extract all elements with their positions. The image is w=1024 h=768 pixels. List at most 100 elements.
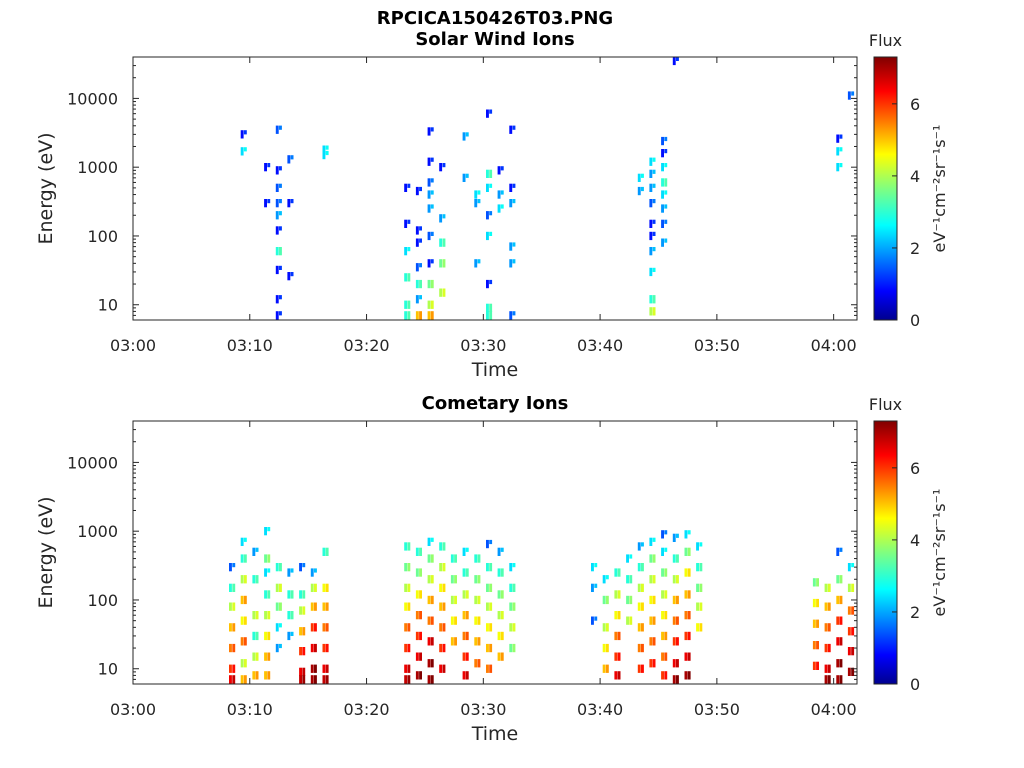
heatmap-cell bbox=[267, 199, 271, 204]
heatmap-cell bbox=[279, 183, 282, 188]
heatmap-cell bbox=[649, 554, 653, 563]
heatmap-cell bbox=[626, 595, 629, 605]
heatmap-cell bbox=[836, 659, 840, 668]
heatmap-cell bbox=[439, 214, 443, 223]
heatmap-cell bbox=[430, 300, 434, 309]
heatmap-cell bbox=[240, 130, 244, 139]
heatmap-cell bbox=[264, 611, 267, 620]
heatmap-cell bbox=[652, 659, 656, 668]
heatmap-cell bbox=[847, 667, 851, 676]
heatmap-cell bbox=[310, 643, 314, 653]
heatmap-cell bbox=[652, 637, 656, 646]
heatmap-cell bbox=[477, 259, 481, 264]
x-tick-label: 03:30 bbox=[460, 336, 506, 355]
x-tick-label: 03:40 bbox=[577, 336, 623, 355]
x-tick-label: 03:50 bbox=[694, 700, 740, 719]
heatmap-cell bbox=[836, 134, 840, 143]
heatmap-cell bbox=[322, 145, 326, 154]
heatmap-cell bbox=[687, 652, 691, 661]
heatmap-cell bbox=[605, 595, 609, 605]
heatmap-cell bbox=[290, 199, 294, 204]
heatmap-cell bbox=[267, 554, 271, 563]
heatmap-cell bbox=[407, 183, 411, 188]
heatmap-cell bbox=[275, 166, 279, 175]
x-axis-label: Time bbox=[471, 723, 519, 745]
heatmap-cell bbox=[509, 125, 513, 134]
heatmap-cell bbox=[591, 563, 594, 572]
heatmap-cell bbox=[684, 611, 688, 620]
heatmap-cell bbox=[232, 664, 236, 673]
heatmap-cell bbox=[407, 542, 411, 551]
heatmap-cell bbox=[605, 623, 609, 632]
heatmap-cell bbox=[462, 547, 466, 556]
heatmap-cell bbox=[836, 675, 840, 684]
heatmap-cell bbox=[827, 623, 831, 632]
heatmap-cell bbox=[672, 575, 676, 584]
x-tick-label: 03:20 bbox=[343, 336, 389, 355]
heatmap-cell bbox=[462, 132, 466, 141]
heatmap-cell bbox=[427, 575, 431, 584]
colorbar-tick-label: 4 bbox=[910, 531, 920, 550]
heatmap-cell bbox=[474, 595, 478, 605]
heatmap-cell bbox=[232, 563, 236, 568]
heatmap-cell bbox=[430, 279, 434, 289]
heatmap-cell bbox=[672, 659, 676, 668]
heatmap-cell bbox=[407, 664, 411, 673]
heatmap-cell bbox=[454, 595, 457, 605]
heatmap-cell bbox=[652, 537, 656, 542]
heatmap-cell bbox=[672, 675, 676, 684]
heatmap-cell bbox=[322, 643, 326, 653]
heatmap-cell bbox=[489, 109, 493, 114]
heatmap-cell bbox=[299, 647, 302, 656]
heatmap-cell bbox=[302, 675, 306, 684]
heatmap-cell bbox=[661, 163, 664, 172]
heatmap-cell bbox=[851, 563, 855, 568]
heatmap-cell bbox=[252, 671, 256, 680]
heatmap-cell bbox=[314, 643, 317, 653]
heatmap-cell bbox=[664, 671, 668, 680]
heatmap-cell bbox=[839, 134, 843, 139]
heatmap-cell bbox=[404, 300, 408, 309]
heatmap-cell bbox=[404, 247, 408, 256]
heatmap-cell bbox=[427, 554, 431, 563]
heatmap-cell bbox=[687, 568, 691, 577]
heatmap-cell bbox=[602, 643, 606, 653]
heatmap-cell bbox=[322, 664, 326, 673]
heatmap-cell bbox=[839, 637, 843, 646]
heatmap-cell bbox=[509, 311, 513, 320]
heatmap-cell bbox=[637, 542, 641, 551]
y-axis-label: Energy (eV) bbox=[35, 496, 57, 608]
heatmap-cell bbox=[439, 602, 443, 611]
heatmap-cell bbox=[462, 652, 466, 661]
heatmap-cell bbox=[816, 578, 819, 587]
heatmap-cell bbox=[652, 616, 656, 625]
heatmap-cell bbox=[477, 637, 481, 646]
heatmap-cell bbox=[407, 675, 411, 684]
heatmap-cell bbox=[229, 583, 232, 592]
heatmap-cell bbox=[325, 547, 329, 556]
x-tick-label: 03:40 bbox=[577, 700, 623, 719]
heatmap-cell bbox=[489, 211, 493, 216]
heatmap-cell bbox=[240, 147, 244, 156]
heatmap-cell bbox=[275, 211, 279, 220]
heatmap-cell bbox=[641, 583, 644, 592]
heatmap-cell bbox=[465, 132, 469, 137]
heatmap-cell bbox=[442, 238, 446, 247]
heatmap-cell bbox=[641, 623, 644, 632]
heatmap-cell bbox=[827, 602, 831, 611]
heatmap-cell bbox=[699, 563, 703, 572]
heatmap-cell bbox=[299, 675, 302, 684]
heatmap-cell bbox=[486, 602, 489, 611]
heatmap-cell bbox=[454, 554, 457, 563]
heatmap-cell bbox=[664, 238, 668, 243]
heatmap-cell bbox=[661, 219, 664, 228]
heatmap-cell bbox=[442, 259, 446, 268]
heatmap-cell bbox=[404, 643, 408, 653]
heatmap-cell bbox=[302, 647, 306, 656]
heatmap-cell bbox=[427, 637, 431, 646]
heatmap-cell bbox=[279, 226, 282, 231]
heatmap-cell bbox=[419, 311, 422, 320]
heatmap-cell bbox=[816, 641, 819, 650]
y-tick-label: 100 bbox=[87, 227, 118, 246]
heatmap-cell bbox=[465, 652, 469, 661]
